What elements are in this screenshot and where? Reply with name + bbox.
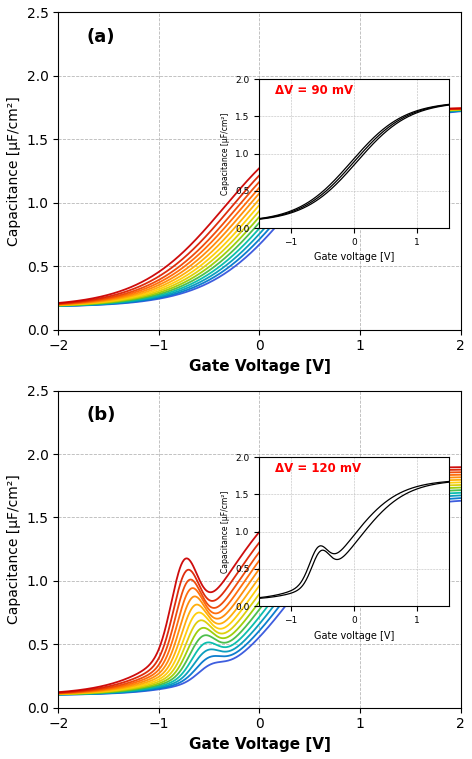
Y-axis label: Capacitance [μF/cm²]: Capacitance [μF/cm²] <box>7 96 21 246</box>
Text: (b): (b) <box>86 406 116 424</box>
X-axis label: Gate Voltage [V]: Gate Voltage [V] <box>188 737 330 752</box>
Text: (a): (a) <box>86 28 115 46</box>
X-axis label: Gate Voltage [V]: Gate Voltage [V] <box>188 359 330 374</box>
Y-axis label: Capacitance [μF/cm²]: Capacitance [μF/cm²] <box>7 474 21 624</box>
